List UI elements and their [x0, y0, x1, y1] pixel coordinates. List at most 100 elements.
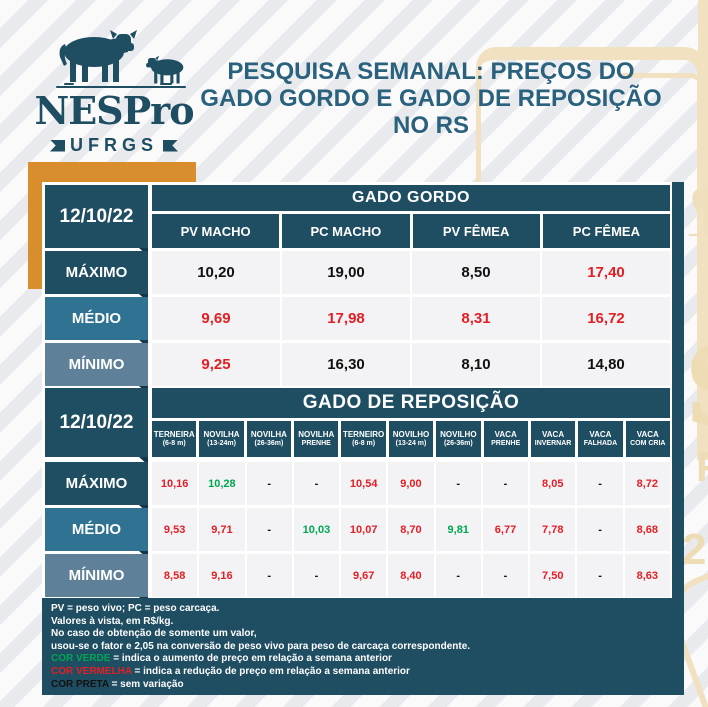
- legend-line-black: COR PRETA = sem variação: [51, 679, 684, 692]
- legend-desc: = indica a redução de preço em relação a…: [134, 665, 410, 677]
- ribbon-left-icon: [50, 139, 65, 152]
- legend-line-red: COR VERMELHA = indica a redução de preço…: [51, 666, 684, 679]
- column-header: NOVILHO (26-36m): [436, 421, 481, 457]
- price-cell: 8,58: [163, 569, 186, 582]
- price-cell: -: [433, 554, 481, 597]
- gordo-section-header: GADO GORDO: [152, 185, 670, 211]
- price-cell: 9,71: [197, 508, 244, 551]
- row-label-minimo: MÍNIMO: [45, 343, 148, 394]
- column-header: VACA PRENHE: [483, 421, 528, 457]
- reposicao-section-header: GADO DE REPOSIÇÃO: [152, 388, 670, 418]
- price-cell: 9,67: [339, 554, 386, 597]
- column-header: NOVILHA (13-24m): [199, 421, 244, 457]
- watermark-letter-s: S: [684, 332, 708, 442]
- footnote: usou-se o fator e 2,05 na conversão de p…: [51, 640, 471, 652]
- price-cell: 10,54: [339, 462, 386, 505]
- price-cell: 9,69: [201, 310, 231, 327]
- column-header: PC MACHO: [282, 214, 410, 248]
- cattle-logo-icon: [56, 30, 186, 88]
- price-cell: 10,07: [339, 508, 386, 551]
- price-cell: 17,40: [540, 251, 670, 294]
- ribbon-right-icon: [163, 139, 178, 152]
- footnote: No caso de obtenção de somente um valor,: [51, 628, 257, 640]
- column-header: VACA INVERNAR: [530, 421, 576, 457]
- title-line-2: GADO GORDO E GADO DE REPOSIÇÃO: [200, 85, 662, 112]
- row-label-minimo: MÍNIMO: [45, 554, 148, 605]
- price-cell: -: [291, 462, 339, 505]
- price-cell: -: [291, 554, 339, 597]
- price-cell: -: [480, 554, 528, 597]
- price-cell: 9,53: [163, 523, 186, 536]
- price-cell: 8,68: [622, 508, 670, 551]
- price-cell: 8,40: [386, 554, 433, 597]
- legend-term: COR VERDE: [51, 653, 111, 665]
- legend-desc: = indica o aumento de preço em relação a…: [113, 653, 392, 665]
- legend-term: COR PRETA: [51, 678, 109, 690]
- price-cell: 7,50: [528, 554, 575, 597]
- price-cell: -: [575, 508, 622, 551]
- price-cell: 8,31: [410, 297, 540, 340]
- title-line-3: NO RS: [392, 112, 469, 139]
- table-row: 9,25 16,30 8,10 14,80: [152, 343, 670, 386]
- table-row: 10,16 10,28 - - 10,54 9,00 - - 8,05 - 8,…: [152, 462, 670, 505]
- column-header: NOVILHO (13-24 m): [388, 421, 434, 457]
- gordo-column-headers: PV MACHO PC MACHO PV FÊMEA PC FÊMEA: [152, 214, 670, 248]
- date-cell-gordo: 12/10/22: [45, 185, 148, 256]
- table-row: 8,58 9,16 - - 9,67 8,40 - - 7,50 - 8,63: [152, 554, 670, 597]
- price-cell: -: [575, 462, 622, 505]
- price-cell: 17,98: [280, 297, 410, 340]
- column-header: TERNEIRO (6-8 m): [341, 421, 386, 457]
- column-header: VACA FALHADA: [578, 421, 623, 457]
- price-cell: 16,30: [280, 343, 410, 386]
- date-cell-reposicao: 12/10/22: [45, 388, 148, 465]
- footnote: Valores à vista, em R$/kg.: [51, 615, 174, 627]
- column-header: VACA COM CRIA: [625, 421, 670, 457]
- price-cell: 16,72: [540, 297, 670, 340]
- price-cell: -: [433, 462, 481, 505]
- beige-strip-top-right: [698, 0, 708, 70]
- page-title: PESQUISA SEMANAL: PREÇOS DO GADO GORDO E…: [188, 58, 674, 139]
- price-cell: 14,80: [540, 343, 670, 386]
- watermark-year-fragment: 20: [682, 525, 708, 574]
- legend-line-green: COR VERDE = indica o aumento de preço em…: [51, 653, 684, 666]
- price-cell: 9,16: [197, 554, 244, 597]
- logo-org-row: UFRGS: [26, 135, 202, 156]
- watermark-letter-f: F: [696, 446, 708, 488]
- price-cell: -: [244, 554, 292, 597]
- column-header: NOVILHA PRENHE: [294, 421, 339, 457]
- reposicao-column-headers: TERNEIRA (6-8 m) NOVILHA (13-24m) NOVILHA(…: [152, 421, 670, 457]
- price-cell: 10,20: [197, 264, 235, 281]
- row-label-maximo: MÁXIMO: [45, 251, 148, 302]
- table-row: 9,53 9,71 - 10,03 10,07 8,70 9,81 6,77 7…: [152, 508, 670, 551]
- row-label-maximo: MÁXIMO: [45, 462, 148, 513]
- price-cell: 7,78: [528, 508, 575, 551]
- footnote: PV = peso vivo; PC = peso carcaça.: [51, 603, 220, 614]
- price-cell: 8,50: [410, 251, 540, 294]
- legend-term: COR VERMELHA: [51, 665, 132, 677]
- price-cell: 6,77: [480, 508, 528, 551]
- row-label-medio: MÉDIO: [45, 297, 148, 348]
- price-cell: 9,00: [386, 462, 433, 505]
- logo-brand: NESPro: [34, 88, 194, 133]
- row-label-medio: MÉDIO: [45, 508, 148, 559]
- price-cell: -: [480, 462, 528, 505]
- table-right-edge-bar: [672, 182, 684, 695]
- cow-watermark-icon: [688, 173, 708, 237]
- footnotes-panel: PV = peso vivo; PC = peso carcaça. Valor…: [42, 598, 684, 695]
- price-table-block: 12/10/22 GADO GORDO PV MACHO PC MACHO PV…: [42, 182, 684, 695]
- column-header: PV MACHO: [152, 214, 280, 248]
- column-header: TERNEIRA (6-8 m): [152, 421, 197, 457]
- table-row: 10,20 19,00 8,50 17,40: [152, 251, 670, 294]
- price-cell: 8,72: [622, 462, 670, 505]
- column-header: NOVILHA (26-36m): [246, 421, 292, 457]
- price-cell: 8,10: [410, 343, 540, 386]
- price-cell: -: [244, 508, 292, 551]
- column-header: PV FÊMEA: [412, 214, 540, 248]
- price-cell: 10,03: [291, 508, 339, 551]
- price-cell: 8,63: [622, 554, 670, 597]
- price-cell: -: [244, 462, 292, 505]
- price-cell: 8,05: [528, 462, 575, 505]
- column-header: PC FÊMEA: [542, 214, 670, 248]
- price-cell: 10,16: [160, 477, 189, 490]
